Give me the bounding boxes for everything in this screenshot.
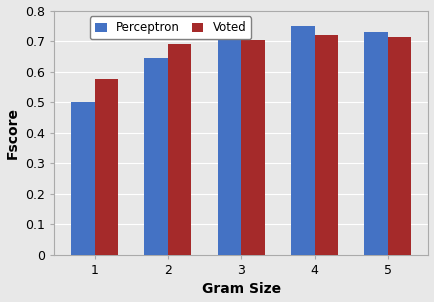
Bar	[95, 79, 118, 255]
Bar	[365, 32, 388, 255]
Y-axis label: Fscore: Fscore	[6, 107, 20, 159]
Legend: Perceptron, Voted: Perceptron, Voted	[90, 16, 251, 39]
Bar	[291, 26, 315, 255]
Bar	[71, 102, 95, 255]
Bar	[145, 58, 168, 255]
Bar	[315, 35, 338, 255]
X-axis label: Gram Size: Gram Size	[202, 282, 281, 297]
Bar	[218, 26, 241, 255]
Bar	[388, 37, 411, 255]
Bar	[168, 44, 191, 255]
Bar	[241, 40, 265, 255]
